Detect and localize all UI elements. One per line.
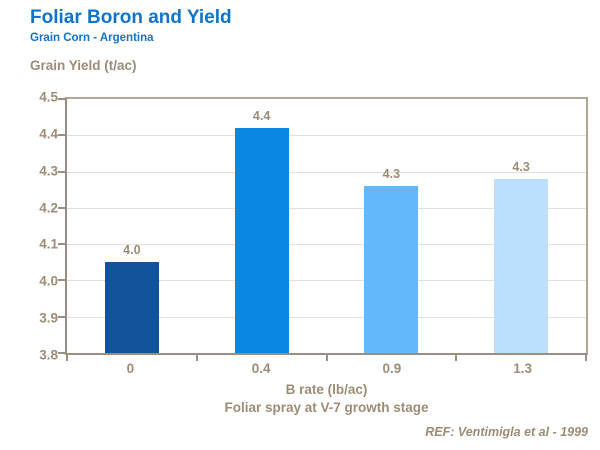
y-axis-title: Grain Yield (t/ac) [30, 58, 137, 73]
y-tick-label: 4.0 [39, 273, 58, 289]
y-axis-tick [58, 170, 65, 173]
x-axis-tick [455, 355, 458, 361]
y-tick-label: 4.5 [39, 89, 58, 105]
gridline [67, 135, 586, 137]
bar [104, 262, 159, 353]
gridline [67, 207, 586, 209]
x-tick-label: 0.4 [251, 361, 271, 376]
y-tick-label: 3.8 [39, 347, 58, 363]
x-axis-tick [585, 355, 587, 361]
chart-title: Foliar Boron and Yield [30, 7, 232, 28]
y-tick-label: 4.2 [39, 200, 58, 216]
gridline [67, 244, 586, 246]
x-axis-tick [195, 355, 198, 361]
x-axis-tick [66, 355, 68, 361]
y-tick-label: 3.9 [39, 310, 58, 326]
y-tick-label: 4.1 [39, 236, 58, 252]
y-axis-tick [58, 279, 65, 282]
y-axis-tick [58, 352, 65, 354]
y-axis-tick [58, 206, 65, 209]
y-axis-labels: 3.8 3.9 4.0 4.1 4.2 4.3 4.4 4.5 [22, 90, 58, 363]
gridline [67, 171, 586, 173]
gridline [67, 316, 586, 318]
x-tick-label: 0 [126, 361, 135, 376]
x-tick-label: 1.3 [513, 361, 533, 376]
bar-value-label: 4.3 [512, 159, 530, 174]
y-axis-tick [58, 243, 65, 246]
y-axis-tick [58, 134, 65, 137]
x-axis-labels: 0 0.4 0.9 1.3 [65, 361, 588, 379]
reference-note: REF: Ventimigla et al - 1999 [425, 425, 588, 439]
x-axis-subtitle: Foliar spray at V-7 growth stage [224, 400, 429, 415]
bar [364, 186, 419, 353]
y-tick-label: 4.4 [39, 126, 58, 142]
y-tick-label: 4.3 [39, 163, 58, 179]
x-axis-tick [325, 355, 328, 361]
bar-value-label: 4.4 [252, 109, 271, 124]
x-tick-label: 0.9 [382, 361, 402, 376]
bar-value-label: 4.3 [382, 167, 401, 182]
gridline [67, 280, 586, 282]
chart-subtitle: Grain Corn - Argentina [30, 32, 154, 44]
bar [494, 178, 549, 353]
plot-area: 4.0 4.4 4.3 4.3 [58, 97, 588, 361]
y-axis-tick [58, 315, 65, 318]
x-axis-title: B rate (lb/ac) [285, 382, 368, 397]
bar-value-label: 4.0 [123, 243, 141, 258]
bar [234, 128, 289, 353]
y-axis-tick [58, 98, 65, 100]
